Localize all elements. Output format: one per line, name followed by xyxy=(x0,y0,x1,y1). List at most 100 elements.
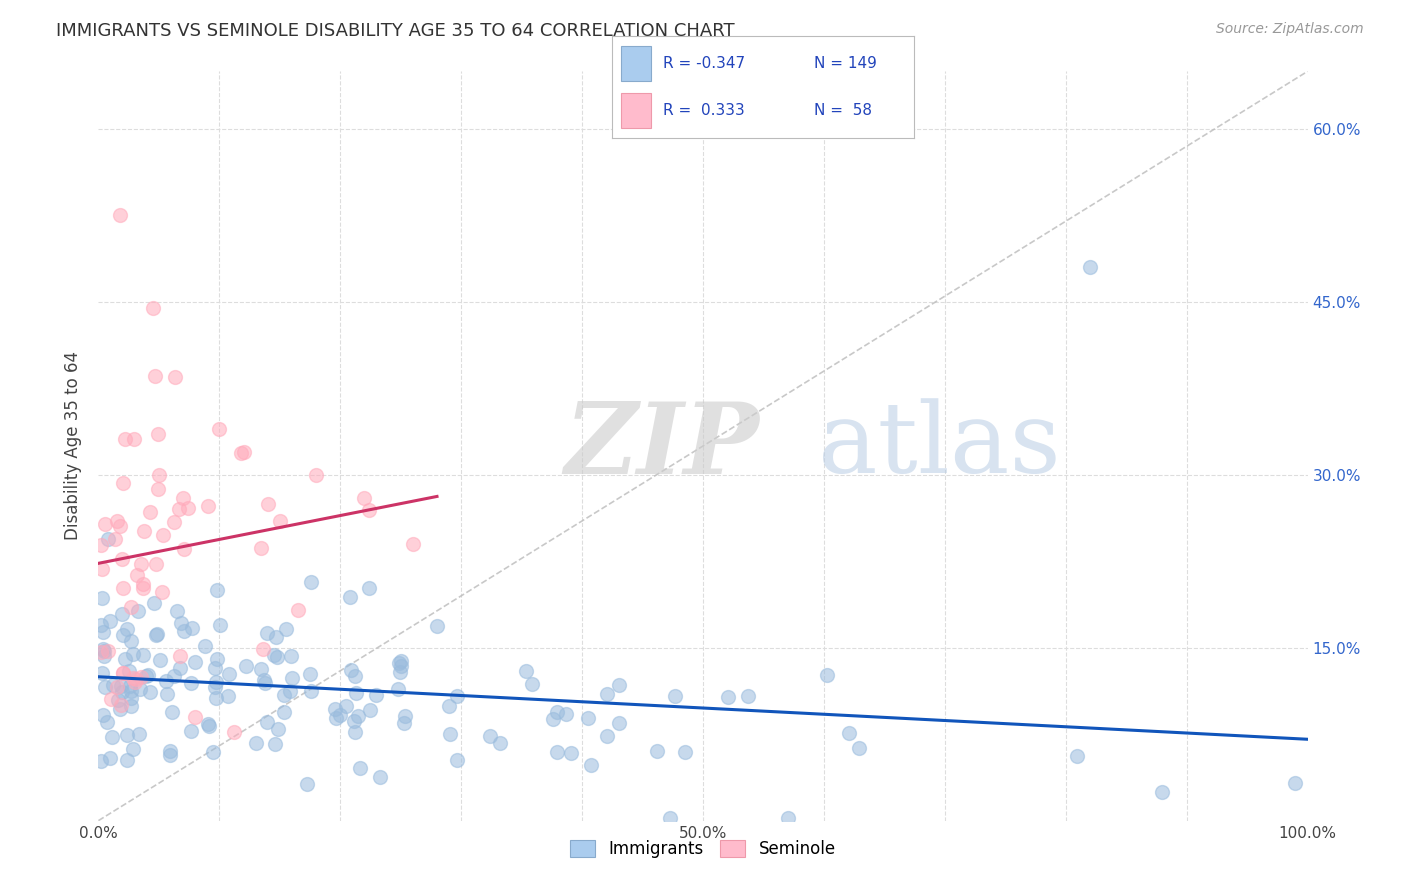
Point xyxy=(207,582,229,597)
Point xyxy=(93,648,115,663)
Point xyxy=(128,682,150,697)
Point xyxy=(112,581,135,595)
Point xyxy=(217,689,239,703)
Point xyxy=(120,684,142,698)
Point xyxy=(197,500,219,514)
Point xyxy=(343,669,366,683)
Point xyxy=(555,707,578,722)
Point xyxy=(120,691,142,706)
Point xyxy=(169,661,191,675)
Point xyxy=(269,514,291,528)
Point xyxy=(392,716,415,731)
Point xyxy=(120,698,142,713)
Point xyxy=(273,706,295,720)
Point xyxy=(146,627,169,641)
Point xyxy=(194,639,217,653)
Point xyxy=(184,710,207,724)
Point xyxy=(546,705,568,719)
Point xyxy=(305,467,328,482)
Point xyxy=(201,746,224,760)
Point xyxy=(111,475,134,490)
Point xyxy=(114,432,136,446)
Point xyxy=(97,644,120,658)
Point xyxy=(159,747,181,762)
Point xyxy=(197,717,219,731)
Point xyxy=(169,649,191,664)
Point xyxy=(183,655,205,669)
Point xyxy=(105,680,128,694)
Point xyxy=(218,666,240,681)
Point xyxy=(166,604,188,618)
Point xyxy=(111,685,134,699)
Point xyxy=(325,702,347,716)
Point xyxy=(132,648,155,663)
Point xyxy=(357,502,380,516)
Point xyxy=(122,742,145,756)
Point xyxy=(222,724,245,739)
Point xyxy=(124,675,146,690)
Text: N = 149: N = 149 xyxy=(814,56,877,70)
Point xyxy=(127,604,149,618)
Point xyxy=(107,693,129,707)
Point xyxy=(280,649,302,664)
Point xyxy=(180,621,202,635)
Point xyxy=(173,541,195,556)
Point xyxy=(170,615,193,630)
Point xyxy=(132,581,155,595)
Point xyxy=(596,729,619,743)
Point xyxy=(115,754,138,768)
Point xyxy=(658,811,681,825)
Point xyxy=(91,666,114,681)
Point xyxy=(110,698,132,713)
Point xyxy=(1284,776,1306,790)
Text: N =  58: N = 58 xyxy=(814,103,872,118)
Point xyxy=(90,591,112,605)
Point xyxy=(134,524,156,538)
Text: Source: ZipAtlas.com: Source: ZipAtlas.com xyxy=(1216,22,1364,37)
Point xyxy=(607,678,630,692)
Point xyxy=(117,623,139,637)
Point xyxy=(93,680,115,694)
Point xyxy=(120,679,142,693)
Point xyxy=(664,690,686,704)
Point xyxy=(205,651,228,665)
Point xyxy=(136,667,159,681)
Point xyxy=(273,688,295,702)
Point xyxy=(110,679,132,693)
Point xyxy=(120,599,142,614)
FancyBboxPatch shape xyxy=(620,93,651,128)
Point xyxy=(163,515,186,529)
Point xyxy=(339,590,361,604)
Point xyxy=(111,551,134,566)
Point xyxy=(281,671,304,685)
Point xyxy=(250,662,273,676)
Point xyxy=(357,581,380,595)
Point xyxy=(394,709,416,723)
Point xyxy=(546,745,568,759)
Point xyxy=(100,691,122,706)
Point xyxy=(125,673,148,687)
Point xyxy=(249,541,271,556)
Point xyxy=(112,666,135,681)
Point xyxy=(266,723,288,737)
Point xyxy=(560,747,582,761)
Point xyxy=(91,562,114,576)
Point xyxy=(299,574,322,589)
Point xyxy=(543,713,565,727)
Point xyxy=(96,715,118,730)
Point xyxy=(489,735,512,749)
Point xyxy=(254,676,277,690)
Point xyxy=(114,652,136,666)
Point xyxy=(152,527,174,541)
Y-axis label: Disability Age 35 to 64: Disability Age 35 to 64 xyxy=(65,351,83,541)
Point xyxy=(256,715,278,730)
Point xyxy=(347,708,370,723)
Point xyxy=(520,676,543,690)
Point xyxy=(108,209,131,223)
Point xyxy=(162,705,184,719)
Point xyxy=(278,684,301,698)
Point xyxy=(149,653,172,667)
Point xyxy=(717,690,740,704)
Point xyxy=(121,671,143,685)
Point xyxy=(129,670,152,684)
